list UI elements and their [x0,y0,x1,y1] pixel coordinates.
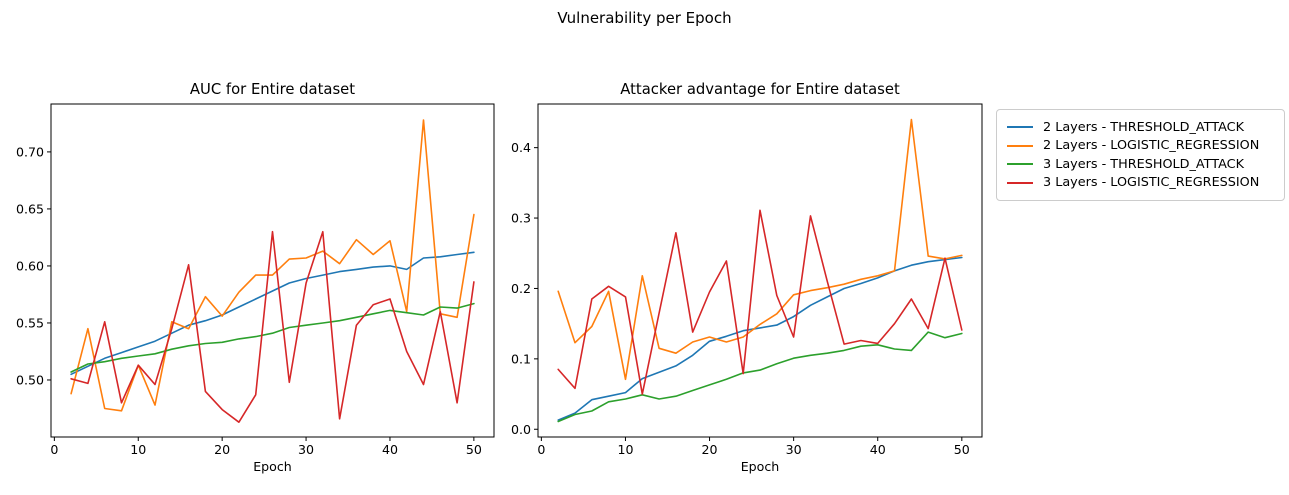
series-line-3-layers-logistic-regression [70,230,475,424]
x-tick-label: 10 [617,442,633,457]
y-tick-label: 0.2 [511,281,531,296]
series-line-2-layers-threshold-attack [557,256,963,421]
plot-border [50,103,495,438]
y-tick-label: 0.55 [16,315,44,330]
series-line-2-layers-threshold-attack [70,251,475,376]
chart-title: AUC for Entire dataset [190,81,355,98]
series-line-3-layers-logistic-regression [557,209,963,395]
x-tick-label: 0 [50,442,58,457]
y-tick-label: 0.50 [16,372,44,387]
y-tick-label: 0.60 [16,258,44,273]
y-tick-label: 0.65 [16,201,44,216]
y-tick-label: 0.1 [511,351,531,366]
plot-border [537,103,983,438]
legend-label-1: 2 Layers - LOGISTIC_REGRESSION [1043,138,1260,154]
legend-label-2: 3 Layers - THRESHOLD_ATTACK [1043,156,1244,172]
x-tick-label: 30 [786,442,802,457]
x-axis-label: Epoch [741,459,780,474]
auc-chart: AUC for Entire dataset Epoch 0 10 20 30 40 50 0.… [16,81,495,474]
x-tick-label: 20 [702,442,718,457]
x-tick-label: 30 [298,442,314,457]
x-tick-label: 40 [382,442,398,457]
axes: 0 10 20 30 40 50 0.0 0.1 0.2 0.3 0.4 [511,140,970,457]
chart-title: Attacker advantage for Entire dataset [620,81,900,98]
y-tick-label: 0.0 [511,422,531,437]
legend: 2 Layers - THRESHOLD_ATTACK 2 Layers - L… [996,109,1285,201]
y-tick-label: 0.4 [511,140,531,155]
legend-swatch-2 [1007,163,1033,166]
figure-suptitle: Vulnerability per Epoch [557,9,732,27]
legend-item-1: 2 Layers - LOGISTIC_REGRESSION [1007,137,1274,155]
legend-swatch-0 [1007,126,1033,128]
axes: 0 10 20 30 40 50 0.50 0.55 0.60 0.65 0.70 [16,144,482,457]
legend-label-3: 3 Layers - LOGISTIC_REGRESSION [1043,175,1260,191]
x-tick-label: 50 [954,442,970,457]
series-line-2-layers-logistic-regression [557,118,963,381]
legend-item-0: 2 Layers - THRESHOLD_ATTACK [1007,118,1274,136]
legend-item-3: 3 Layers - LOGISTIC_REGRESSION [1007,174,1274,192]
legend-swatch-3 [1007,181,1033,184]
attacker-advantage-chart: Attacker advantage for Entire dataset Epo… [511,81,983,474]
x-tick-label: 40 [870,442,886,457]
legend-swatch-1 [1007,144,1033,147]
series-line-3-layers-threshold-attack [557,331,963,423]
x-tick-label: 10 [130,442,146,457]
series-line-3-layers-threshold-attack [70,302,475,373]
y-tick-label: 0.3 [511,211,531,226]
x-tick-label: 50 [466,442,482,457]
x-tick-label: 20 [214,442,230,457]
legend-label-0: 2 Layers - THRESHOLD_ATTACK [1043,119,1244,135]
x-tick-label: 0 [537,442,545,457]
y-tick-label: 0.70 [16,144,44,159]
x-axis-label: Epoch [253,459,292,474]
legend-item-2: 3 Layers - THRESHOLD_ATTACK [1007,155,1274,173]
